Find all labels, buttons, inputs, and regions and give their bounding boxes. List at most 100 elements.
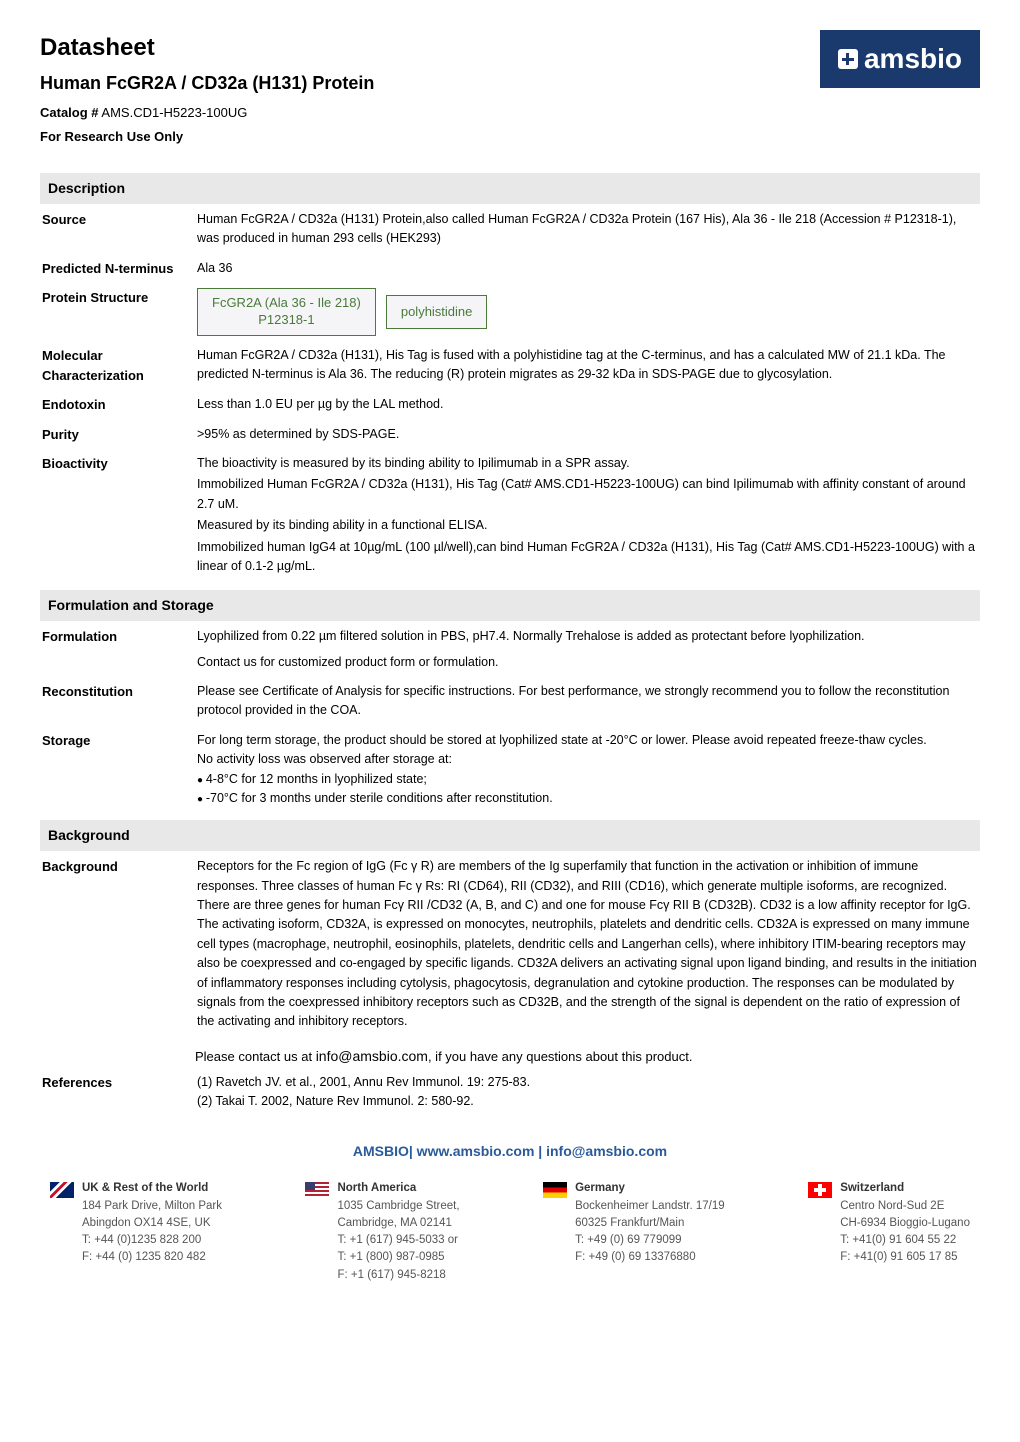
label-source: Source <box>42 210 197 249</box>
office-na-line1: 1035 Cambridge Street, <box>337 1198 459 1215</box>
office-ch-text: Switzerland Centro Nord-Sud 2E CH-6934 B… <box>840 1180 970 1284</box>
field-background: Background Receptors for the Fc region o… <box>40 857 980 1031</box>
office-na-line5: F: +1 (617) 945-8218 <box>337 1267 459 1284</box>
office-de-line1: Bockenheimer Landstr. 17/19 <box>575 1198 725 1215</box>
bioactivity-line4: Immobilized human IgG4 at 10µg/mL (100 µ… <box>197 538 978 577</box>
reference-2: (2) Takai T. 2002, Nature Rev Immunol. 2… <box>197 1092 978 1111</box>
field-storage: Storage For long term storage, the produ… <box>40 731 980 809</box>
value-molecular-char: Human FcGR2A / CD32a (H131), His Tag is … <box>197 346 978 385</box>
office-de: Germany Bockenheimer Landstr. 17/19 6032… <box>543 1180 725 1284</box>
field-reconstitution: Reconstitution Please see Certificate of… <box>40 682 980 721</box>
product-title: Human FcGR2A / CD32a (H131) Protein <box>40 70 820 97</box>
label-storage: Storage <box>42 731 197 809</box>
bioactivity-line3: Measured by its binding ability in a fun… <box>197 516 978 535</box>
value-references: (1) Ravetch JV. et al., 2001, Annu Rev I… <box>197 1073 978 1112</box>
bioactivity-line2: Immobilized Human FcGR2A / CD32a (H131),… <box>197 475 978 514</box>
field-references: References (1) Ravetch JV. et al., 2001,… <box>40 1073 980 1112</box>
label-purity: Purity <box>42 425 197 445</box>
us-flag-icon <box>305 1182 329 1198</box>
value-background: Receptors for the Fc region of IgG (Fc γ… <box>197 857 978 1031</box>
office-ch-line2: CH-6934 Bioggio-Lugano <box>840 1215 970 1232</box>
field-formulation: Formulation Lyophilized from 0.22 µm fil… <box>40 627 980 672</box>
datasheet-title: Datasheet <box>40 30 820 66</box>
office-de-line4: F: +49 (0) 69 13376880 <box>575 1249 725 1266</box>
value-endotoxin: Less than 1.0 EU per µg by the LAL metho… <box>197 395 978 415</box>
field-purity: Purity >95% as determined by SDS-PAGE. <box>40 425 980 445</box>
office-uk-line4: F: +44 (0) 1235 820 482 <box>82 1249 222 1266</box>
storage-bullet1: 4-8°C for 12 months in lyophilized state… <box>197 770 978 789</box>
germany-flag-icon <box>543 1182 567 1198</box>
office-ch-line1: Centro Nord-Sud 2E <box>840 1198 970 1215</box>
office-na: North America 1035 Cambridge Street, Cam… <box>305 1180 459 1284</box>
office-ch-title: Switzerland <box>840 1180 970 1197</box>
label-background: Background <box>42 857 197 1031</box>
field-source: Source Human FcGR2A / CD32a (H131) Prote… <box>40 210 980 249</box>
office-uk-text: UK & Rest of the World 184 Park Drive, M… <box>82 1180 222 1284</box>
office-uk-line3: T: +44 (0)1235 828 200 <box>82 1232 222 1249</box>
office-ch-line3: T: +41(0) 91 604 55 22 <box>840 1232 970 1249</box>
catalog-line: Catalog # AMS.CD1-H5223-100UG <box>40 103 820 123</box>
label-endotoxin: Endotoxin <box>42 395 197 415</box>
value-bioactivity: The bioactivity is measured by its bindi… <box>197 454 978 578</box>
office-de-text: Germany Bockenheimer Landstr. 17/19 6032… <box>575 1180 725 1284</box>
value-predicted-nterm: Ala 36 <box>197 259 978 279</box>
switzerland-flag-icon <box>808 1182 832 1198</box>
bioactivity-line1: The bioactivity is measured by its bindi… <box>197 454 978 473</box>
label-bioactivity: Bioactivity <box>42 454 197 578</box>
storage-line2: No activity loss was observed after stor… <box>197 750 978 769</box>
formulation-line2: Contact us for customized product form o… <box>197 653 978 672</box>
page-header: Datasheet Human FcGR2A / CD32a (H131) Pr… <box>40 30 980 161</box>
section-header-formulation-storage: Formulation and Storage <box>40 590 980 621</box>
office-na-title: North America <box>337 1180 459 1197</box>
office-de-line3: T: +49 (0) 69 779099 <box>575 1232 725 1249</box>
contact-email: info@amsbio.com <box>316 1048 428 1064</box>
value-formulation: Lyophilized from 0.22 µm filtered soluti… <box>197 627 978 672</box>
office-uk: UK & Rest of the World 184 Park Drive, M… <box>50 1180 222 1284</box>
label-reconstitution: Reconstitution <box>42 682 197 721</box>
reference-1: (1) Ravetch JV. et al., 2001, Annu Rev I… <box>197 1073 978 1092</box>
storage-line1: For long term storage, the product shoul… <box>197 731 978 750</box>
field-bioactivity: Bioactivity The bioactivity is measured … <box>40 454 980 578</box>
office-de-title: Germany <box>575 1180 725 1197</box>
office-de-line2: 60325 Frankfurt/Main <box>575 1215 725 1232</box>
label-predicted-nterm: Predicted N-terminus <box>42 259 197 279</box>
label-references: References <box>42 1073 197 1112</box>
ps-box-polyhistidine: polyhistidine <box>386 295 488 329</box>
contact-before: Please contact us at <box>195 1049 316 1064</box>
label-molecular-char: Molecular Characterization <box>42 346 197 385</box>
value-storage: For long term storage, the product shoul… <box>197 731 978 809</box>
header-left: Datasheet Human FcGR2A / CD32a (H131) Pr… <box>40 30 820 161</box>
office-uk-line1: 184 Park Drive, Milton Park <box>82 1198 222 1215</box>
field-protein-structure: Protein Structure FcGR2A (Ala 36 - Ile 2… <box>40 288 980 336</box>
ps-box1-line1: FcGR2A (Ala 36 - Ile 218) <box>212 295 361 312</box>
section-header-description: Description <box>40 173 980 204</box>
value-protein-structure: FcGR2A (Ala 36 - Ile 218) P12318-1 polyh… <box>197 288 978 336</box>
label-protein-structure: Protein Structure <box>42 288 197 336</box>
formulation-line1: Lyophilized from 0.22 µm filtered soluti… <box>197 627 978 646</box>
value-reconstitution: Please see Certificate of Analysis for s… <box>197 682 978 721</box>
catalog-value: AMS.CD1-H5223-100UG <box>101 105 247 120</box>
value-purity: >95% as determined by SDS-PAGE. <box>197 425 978 445</box>
uk-flag-icon <box>50 1182 74 1198</box>
amsbio-logo: amsbio <box>820 30 980 88</box>
protein-structure-diagram: FcGR2A (Ala 36 - Ile 218) P12318-1 polyh… <box>197 288 978 336</box>
office-na-text: North America 1035 Cambridge Street, Cam… <box>337 1180 459 1284</box>
research-use-only: For Research Use Only <box>40 127 820 147</box>
label-formulation: Formulation <box>42 627 197 672</box>
office-uk-title: UK & Rest of the World <box>82 1180 222 1197</box>
field-endotoxin: Endotoxin Less than 1.0 EU per µg by the… <box>40 395 980 415</box>
field-molecular-char: Molecular Characterization Human FcGR2A … <box>40 346 980 385</box>
office-uk-line2: Abingdon OX14 4SE, UK <box>82 1215 222 1232</box>
value-source: Human FcGR2A / CD32a (H131) Protein,also… <box>197 210 978 249</box>
office-na-line2: Cambridge, MA 02141 <box>337 1215 459 1232</box>
storage-bullet2: -70°C for 3 months under sterile conditi… <box>197 789 978 808</box>
contact-after: , if you have any questions about this p… <box>428 1049 693 1064</box>
field-predicted-nterm: Predicted N-terminus Ala 36 <box>40 259 980 279</box>
office-na-line4: T: +1 (800) 987-0985 <box>337 1249 459 1266</box>
storage-bullets: 4-8°C for 12 months in lyophilized state… <box>197 770 978 809</box>
plus-icon <box>838 49 858 69</box>
office-na-line3: T: +1 (617) 945-5033 or <box>337 1232 459 1249</box>
footer-brand-line: AMSBIO| www.amsbio.com | info@amsbio.com <box>40 1141 980 1162</box>
logo-text: amsbio <box>864 38 962 80</box>
office-ch: Switzerland Centro Nord-Sud 2E CH-6934 B… <box>808 1180 970 1284</box>
